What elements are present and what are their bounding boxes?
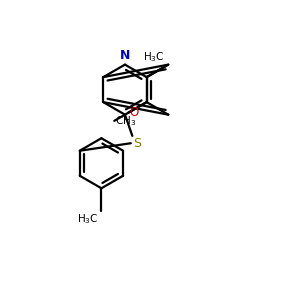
Text: S: S xyxy=(133,137,141,150)
Text: N: N xyxy=(120,49,130,62)
Text: CH$_3$: CH$_3$ xyxy=(116,114,137,128)
Text: H$_3$C: H$_3$C xyxy=(77,212,99,226)
Text: O: O xyxy=(130,106,139,119)
Text: H$_3$C: H$_3$C xyxy=(142,51,164,64)
